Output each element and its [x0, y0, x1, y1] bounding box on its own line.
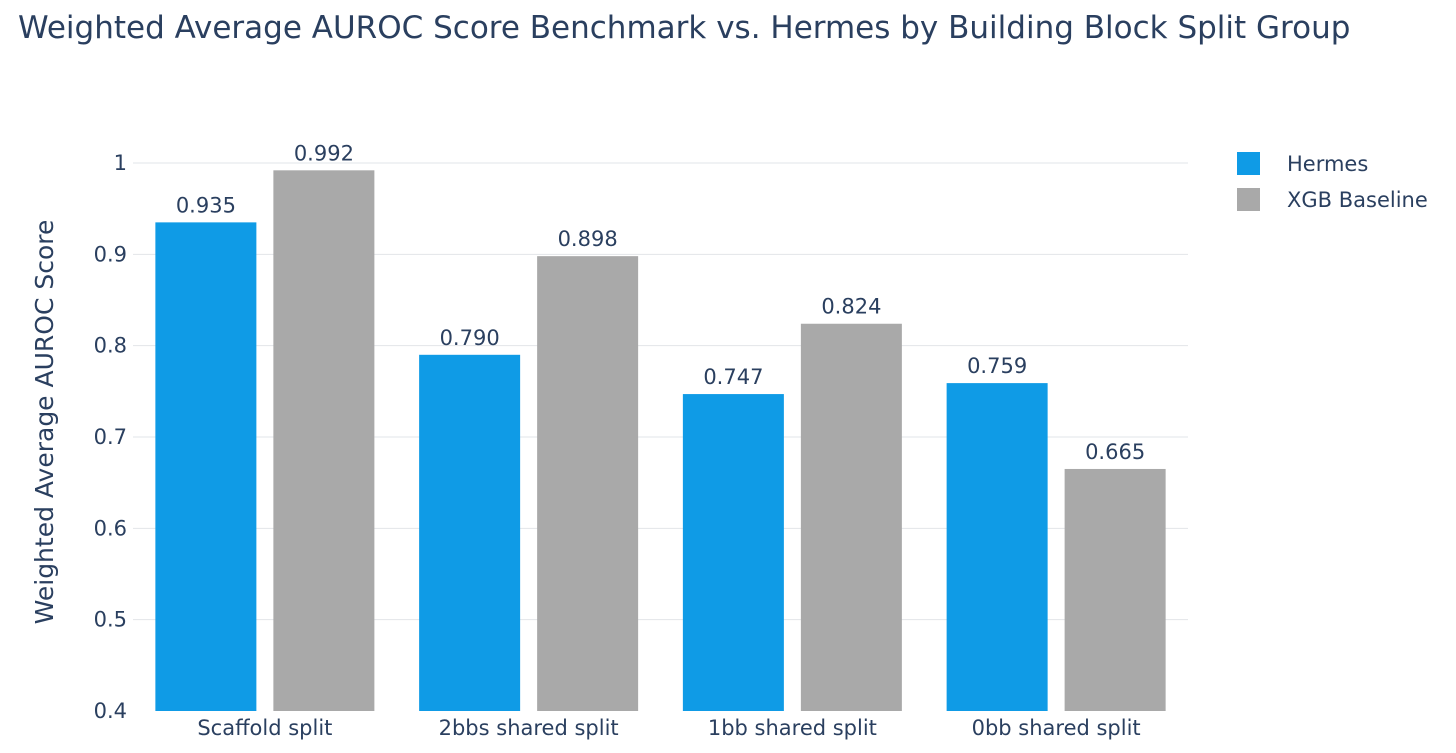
bar-hermes-2[interactable] — [682, 394, 784, 711]
bars — [155, 170, 1166, 712]
bar-hermes-1[interactable] — [419, 354, 521, 711]
bar-hermes-0[interactable] — [155, 222, 257, 711]
legend-swatch-hermes[interactable] — [1237, 152, 1260, 175]
data-label: 0.898 — [558, 227, 618, 251]
x-tick-label: Scaffold split — [197, 716, 332, 740]
legend-label-xgb-baseline: XGB Baseline — [1287, 188, 1428, 212]
y-tick-label: 0.8 — [94, 334, 127, 358]
y-axis-title: Weighted Average AUROC Score — [30, 220, 59, 625]
data-label: 0.824 — [821, 295, 881, 319]
y-tick-label: 0.6 — [94, 516, 127, 540]
data-label: 0.747 — [703, 365, 763, 389]
y-tick-label: 0.4 — [94, 699, 127, 723]
x-tick-label: 1bb shared split — [708, 716, 877, 740]
data-label: 0.790 — [440, 326, 500, 350]
y-tick-label: 0.9 — [94, 242, 127, 266]
bar-xgb-baseline-1[interactable] — [537, 256, 639, 711]
bar-hermes-3[interactable] — [946, 383, 1048, 711]
data-label: 0.759 — [967, 354, 1027, 378]
data-label: 0.665 — [1085, 440, 1145, 464]
y-tick-label: 0.5 — [94, 608, 127, 632]
data-label: 0.935 — [176, 193, 236, 217]
y-tick-label: 0.7 — [94, 425, 127, 449]
chart-title: Weighted Average AUROC Score Benchmark v… — [18, 10, 1350, 46]
y-axis-ticks: 0.4 0.5 0.6 0.7 0.8 0.9 1 — [94, 151, 127, 723]
legend-label-hermes: Hermes — [1287, 152, 1368, 176]
y-tick-label: 1 — [114, 151, 127, 175]
bar-xgb-baseline-3[interactable] — [1064, 468, 1166, 711]
legend-swatch-xgb-baseline[interactable] — [1237, 188, 1260, 211]
bar-xgb-baseline-2[interactable] — [800, 323, 902, 711]
data-labels: 0.935 0.992 0.790 0.898 0.747 0.824 0.759 0.665 — [176, 141, 1145, 464]
legend: Hermes XGB Baseline — [1237, 152, 1428, 212]
x-axis-ticks: Scaffold split 2bbs shared split 1bb share… — [197, 716, 1140, 740]
x-tick-label: 0bb shared split — [972, 716, 1141, 740]
x-tick-label: 2bbs shared split — [439, 716, 619, 740]
data-label: 0.992 — [294, 141, 354, 165]
bar-xgb-baseline-0[interactable] — [273, 170, 375, 712]
